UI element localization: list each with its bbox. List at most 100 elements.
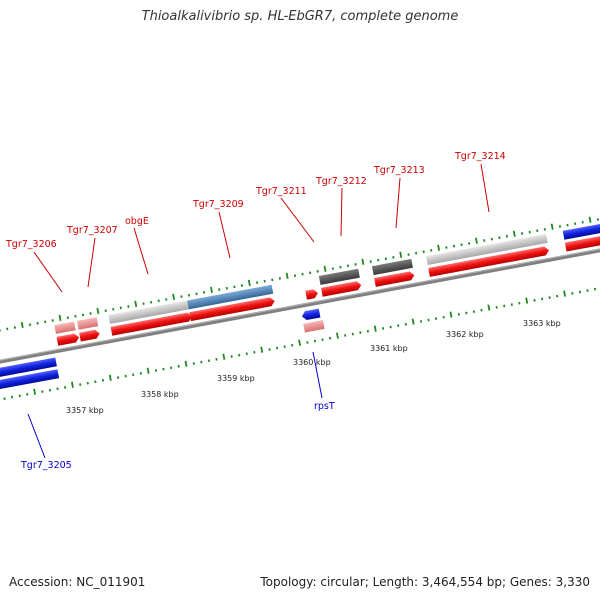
reverse-tick [336, 332, 339, 339]
reverse-tick [578, 290, 582, 294]
cds-arrow-obge[interactable] [110, 312, 193, 336]
reverse-tick [328, 336, 332, 340]
forward-tick [142, 302, 145, 306]
forward-tick [339, 265, 342, 269]
genome-title: Thioalkalivibrio sp. HL-EbGR7, complete … [141, 9, 459, 24]
reverse-tick [449, 311, 453, 318]
reverse-tick [313, 339, 317, 343]
cds-arrow-tgr7-3211[interactable] [305, 289, 318, 300]
gene-label-tgr7-3209[interactable]: Tgr7_3209 [192, 199, 244, 210]
reverse-tick [139, 371, 142, 375]
cds-arrow-tgr7-3205[interactable] [0, 369, 60, 391]
reverse-tick [146, 367, 150, 374]
reverse-tick [132, 373, 135, 377]
forward-tick [505, 234, 509, 238]
feature-bar-rpst-pink [303, 320, 325, 333]
forward-tick [74, 314, 77, 318]
cds-arrow-tgr7-3209[interactable] [189, 297, 275, 322]
forward-tick [165, 298, 168, 301]
forward-tick [483, 239, 486, 242]
forward-tick [195, 292, 198, 296]
gene-label-tgr7-3207[interactable]: Tgr7_3207 [66, 225, 118, 236]
forward-tick [574, 222, 577, 226]
reverse-tick [306, 341, 309, 344]
forward-tick [13, 326, 16, 329]
forward-tick [452, 244, 456, 248]
forward-tick [445, 246, 448, 249]
scale-label-3362: 3362 kbp [446, 330, 484, 339]
leader-line-tgr7-3206 [33, 251, 63, 293]
cds-arrow-tgr7-3214[interactable] [428, 246, 550, 277]
scale-label-3360: 3360 kbp [293, 358, 331, 367]
reverse-tick [184, 360, 188, 367]
reverse-tick [487, 304, 491, 311]
cds-arrow-rpst[interactable] [301, 308, 321, 321]
reverse-tick [207, 359, 211, 363]
forward-tick [96, 307, 100, 315]
gene-label-tgr7-3211[interactable]: Tgr7_3211 [255, 186, 307, 197]
forward-tick [468, 241, 471, 245]
forward-tick [6, 327, 9, 331]
reverse-tick [245, 352, 248, 356]
reverse-tick [116, 376, 120, 379]
gene-label-tgr7-3205[interactable]: Tgr7_3205 [20, 460, 72, 471]
cds-arrow-tgr7-3213[interactable] [374, 271, 415, 287]
forward-tick [536, 229, 539, 233]
reverse-tick [26, 393, 29, 396]
reverse-tick [571, 292, 574, 295]
reverse-tick [101, 379, 105, 382]
reverse-tick [79, 383, 82, 386]
reverse-tick [503, 304, 506, 308]
forward-tick [20, 321, 24, 329]
reverse-tick [397, 324, 400, 327]
forward-tick [58, 314, 62, 322]
reverse-tick [33, 388, 37, 395]
leader-line-tgr7-3212 [340, 187, 343, 237]
reverse-tick [3, 397, 6, 400]
leader-line-tgr7-3214 [480, 163, 490, 213]
forward-tick [528, 230, 531, 234]
reverse-tick [465, 311, 468, 315]
gene-label-rpst[interactable]: rpsT [314, 401, 335, 412]
cds-arrow-tgr7-3206[interactable] [56, 333, 80, 346]
gene-label-obge[interactable]: obgE [125, 216, 149, 227]
forward-tick [581, 220, 584, 224]
gene-label-tgr7-3214[interactable]: Tgr7_3214 [454, 151, 506, 162]
reverse-tick [56, 387, 59, 391]
forward-tick [354, 263, 357, 266]
forward-tick [0, 328, 1, 332]
reverse-tick [480, 308, 483, 312]
gene-label-tgr7-3213[interactable]: Tgr7_3213 [373, 165, 425, 176]
forward-tick [498, 236, 501, 240]
reverse-tick [495, 306, 498, 309]
reverse-tick [177, 364, 180, 368]
reverse-tick [586, 289, 589, 292]
forward-tick [180, 295, 183, 298]
forward-tick [44, 320, 47, 324]
reverse-tick [563, 290, 566, 297]
reverse-tick [268, 348, 271, 351]
gene-label-tgr7-3206[interactable]: Tgr7_3206 [5, 239, 57, 250]
cds-arrow-tgr7-3207[interactable] [79, 329, 100, 342]
cds-arrow-edge-right[interactable] [564, 235, 600, 252]
reverse-tick [518, 301, 521, 305]
forward-tick [28, 323, 32, 327]
scale-label-3363: 3363 kbp [523, 319, 561, 328]
leader-line-tgr7-3211 [280, 197, 315, 243]
forward-tick [293, 274, 297, 277]
reverse-tick [291, 343, 294, 347]
cds-arrow-tgr7-3212[interactable] [321, 281, 362, 297]
forward-tick [247, 279, 251, 286]
forward-tick [285, 272, 289, 279]
forward-tick [172, 293, 176, 300]
reverse-tick [200, 360, 203, 364]
feature-bar-tgr7-3207 [76, 317, 99, 330]
gene-label-tgr7-3212[interactable]: Tgr7_3212 [315, 176, 367, 187]
forward-tick [316, 270, 319, 273]
reverse-tick [63, 386, 67, 389]
reverse-tick [411, 318, 415, 325]
reverse-tick [548, 296, 551, 299]
forward-tick [437, 244, 441, 251]
reverse-tick [41, 390, 44, 393]
feature-bar-tgr7-3205 [0, 357, 57, 380]
